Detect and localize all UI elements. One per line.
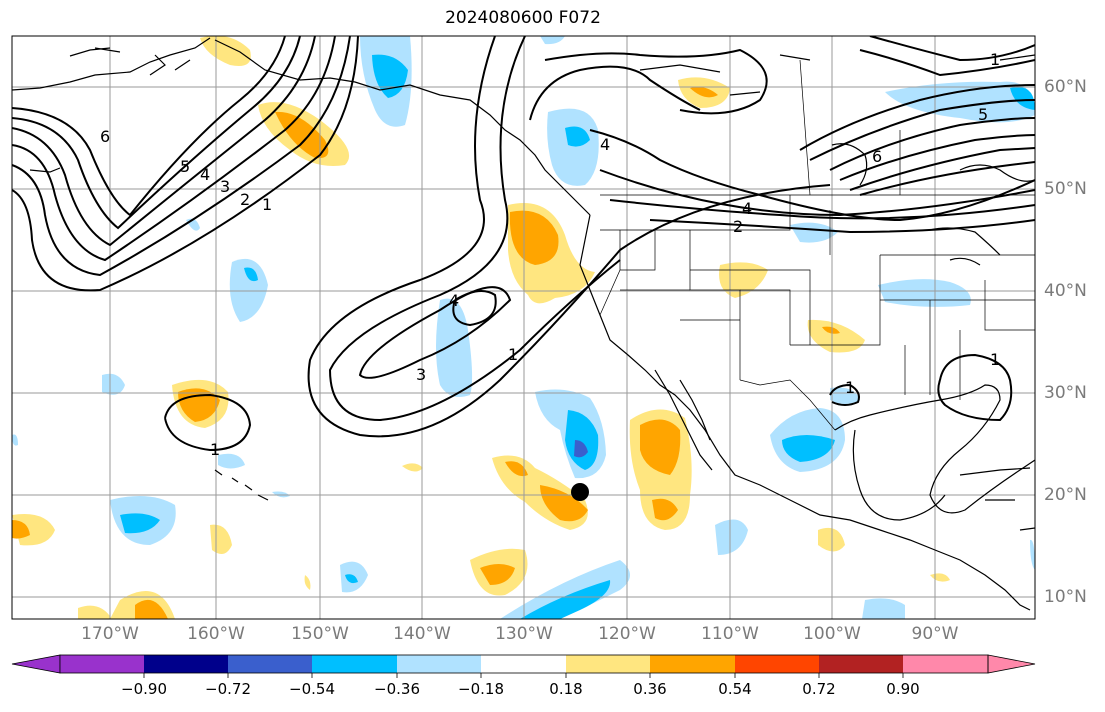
contour-labels: 6 5 4 3 2 1 4 2 4 3 1 1 1 6 5 1 4 1 <box>100 50 1000 459</box>
contour-label: 3 <box>220 177 230 196</box>
contour-label: 2 <box>240 190 250 209</box>
lat-label: 40°N <box>1044 281 1087 301</box>
lon-label: 120°W <box>598 624 656 644</box>
lat-label: 10°N <box>1044 587 1087 607</box>
contour-label: 1 <box>990 350 1000 369</box>
lat-label: 60°N <box>1044 77 1087 97</box>
lat-label: 30°N <box>1044 383 1087 403</box>
contour-label: 6 <box>100 127 110 146</box>
colorbar-tick-label: 0.72 <box>802 680 836 698</box>
contour-label: 3 <box>416 365 426 384</box>
lon-label: 130°W <box>495 624 553 644</box>
contour-label: 1 <box>262 195 272 214</box>
contour-label: 5 <box>978 105 988 124</box>
state-borders <box>599 59 1035 431</box>
storm-center-marker <box>571 483 589 501</box>
colorbar-tick-label: −0.36 <box>374 680 420 698</box>
colorbar-tick-label: −0.54 <box>289 680 335 698</box>
contour-label: 2 <box>733 217 743 236</box>
coastlines <box>12 37 1035 611</box>
lon-label: 100°W <box>803 624 861 644</box>
lon-label: 150°W <box>291 624 349 644</box>
map-frame <box>11 35 1036 620</box>
colorbar-tick-label: 0.54 <box>718 680 752 698</box>
map-title: 2024080600 F072 <box>445 8 601 28</box>
lat-label: 20°N <box>1044 485 1087 505</box>
contour-label: 5 <box>180 157 190 176</box>
graticule <box>12 36 1035 619</box>
contour-label: 1 <box>210 440 220 459</box>
colorbar-tick-label: −0.90 <box>121 680 167 698</box>
colorbar-tick-label: 0.90 <box>886 680 920 698</box>
contour-label: 4 <box>600 135 610 154</box>
contour-label: 1 <box>990 50 1000 69</box>
lon-label: 140°W <box>393 624 451 644</box>
lon-label: 110°W <box>701 624 759 644</box>
lon-label: 170°W <box>81 624 139 644</box>
contour-label: 4 <box>200 165 210 184</box>
lon-label: 90°W <box>911 624 959 644</box>
lon-label: 160°W <box>187 624 245 644</box>
colorbar-tick-label: 0.18 <box>549 680 583 698</box>
contour-label: 1 <box>508 345 518 364</box>
contour-label: 6 <box>872 147 882 166</box>
colorbar-tick-label: −0.72 <box>205 680 251 698</box>
contour-label: 4 <box>742 199 752 218</box>
contour-label: 4 <box>449 291 459 310</box>
colorbar-tick-label: −0.18 <box>458 680 504 698</box>
contour-lines <box>12 36 1035 452</box>
colorbar-tick-label: 0.36 <box>633 680 667 698</box>
contour-label: 1 <box>845 378 855 397</box>
lat-label: 50°N <box>1044 179 1087 199</box>
colorbar <box>11 654 1036 678</box>
anomaly-shading <box>12 36 1035 619</box>
